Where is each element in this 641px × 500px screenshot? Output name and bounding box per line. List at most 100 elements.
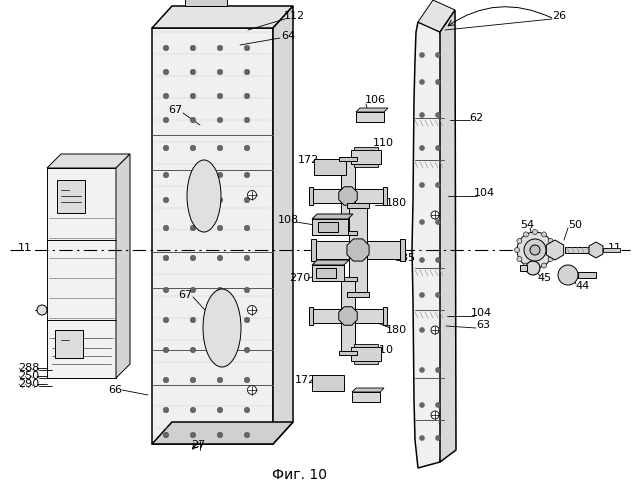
Text: 104: 104 bbox=[474, 188, 495, 198]
Polygon shape bbox=[273, 6, 293, 444]
Text: 106: 106 bbox=[353, 390, 374, 400]
Text: 26: 26 bbox=[552, 11, 566, 21]
Text: 11: 11 bbox=[18, 243, 32, 253]
Circle shape bbox=[190, 197, 196, 203]
Circle shape bbox=[190, 432, 196, 438]
Polygon shape bbox=[354, 361, 378, 364]
Circle shape bbox=[435, 328, 440, 332]
Polygon shape bbox=[152, 422, 293, 444]
Circle shape bbox=[190, 172, 196, 178]
Text: 11: 11 bbox=[608, 243, 622, 253]
Polygon shape bbox=[351, 150, 381, 164]
Circle shape bbox=[517, 232, 553, 268]
Circle shape bbox=[419, 368, 424, 372]
Circle shape bbox=[515, 248, 519, 252]
Polygon shape bbox=[312, 219, 348, 235]
Text: 66: 66 bbox=[108, 385, 122, 395]
Polygon shape bbox=[589, 242, 603, 258]
Text: 288: 288 bbox=[18, 363, 39, 373]
Circle shape bbox=[435, 292, 440, 298]
Polygon shape bbox=[57, 180, 85, 213]
Circle shape bbox=[524, 232, 528, 237]
Polygon shape bbox=[341, 161, 355, 231]
Circle shape bbox=[163, 45, 169, 51]
Circle shape bbox=[217, 45, 223, 51]
Circle shape bbox=[190, 347, 196, 353]
Text: 180: 180 bbox=[385, 325, 406, 335]
Text: 27: 27 bbox=[191, 440, 205, 450]
Circle shape bbox=[244, 225, 250, 231]
Circle shape bbox=[190, 93, 196, 99]
Circle shape bbox=[530, 245, 540, 255]
Text: 104: 104 bbox=[470, 308, 492, 318]
Circle shape bbox=[526, 261, 540, 275]
Polygon shape bbox=[314, 159, 346, 175]
Polygon shape bbox=[152, 6, 293, 28]
Polygon shape bbox=[418, 0, 455, 32]
Circle shape bbox=[163, 117, 169, 123]
Polygon shape bbox=[546, 240, 563, 260]
Text: 62: 62 bbox=[469, 113, 483, 123]
Text: 44: 44 bbox=[576, 281, 590, 291]
Circle shape bbox=[190, 117, 196, 123]
Circle shape bbox=[542, 232, 547, 237]
Circle shape bbox=[558, 265, 578, 285]
Circle shape bbox=[244, 407, 250, 413]
Circle shape bbox=[247, 306, 256, 314]
Polygon shape bbox=[312, 260, 349, 265]
Circle shape bbox=[533, 230, 538, 234]
Circle shape bbox=[217, 407, 223, 413]
Polygon shape bbox=[47, 154, 130, 168]
Circle shape bbox=[435, 182, 440, 188]
Circle shape bbox=[217, 432, 223, 438]
Circle shape bbox=[190, 69, 196, 75]
Polygon shape bbox=[116, 154, 130, 378]
Circle shape bbox=[419, 292, 424, 298]
Circle shape bbox=[431, 411, 439, 419]
Circle shape bbox=[435, 146, 440, 150]
Polygon shape bbox=[55, 330, 83, 358]
Polygon shape bbox=[313, 309, 383, 323]
Circle shape bbox=[435, 258, 440, 262]
Circle shape bbox=[190, 407, 196, 413]
Polygon shape bbox=[316, 241, 400, 259]
Circle shape bbox=[517, 256, 522, 262]
Polygon shape bbox=[578, 272, 596, 278]
Circle shape bbox=[37, 305, 47, 315]
Circle shape bbox=[524, 239, 546, 261]
Circle shape bbox=[244, 255, 250, 261]
Circle shape bbox=[419, 402, 424, 407]
Circle shape bbox=[163, 225, 169, 231]
Text: 112: 112 bbox=[283, 11, 304, 21]
Circle shape bbox=[419, 112, 424, 117]
Text: Фиг. 10: Фиг. 10 bbox=[272, 468, 328, 482]
Circle shape bbox=[244, 317, 250, 323]
Circle shape bbox=[190, 225, 196, 231]
Circle shape bbox=[419, 258, 424, 262]
Polygon shape bbox=[347, 239, 369, 261]
Polygon shape bbox=[312, 214, 353, 219]
Polygon shape bbox=[383, 307, 387, 325]
Circle shape bbox=[435, 436, 440, 440]
Circle shape bbox=[435, 112, 440, 117]
Text: 67: 67 bbox=[178, 290, 192, 300]
Polygon shape bbox=[313, 189, 383, 203]
Polygon shape bbox=[338, 187, 357, 205]
Circle shape bbox=[419, 436, 424, 440]
Ellipse shape bbox=[187, 160, 221, 232]
Circle shape bbox=[419, 80, 424, 84]
Circle shape bbox=[244, 287, 250, 293]
Circle shape bbox=[190, 377, 196, 383]
Circle shape bbox=[217, 225, 223, 231]
Circle shape bbox=[190, 287, 196, 293]
Circle shape bbox=[217, 145, 223, 151]
Circle shape bbox=[217, 172, 223, 178]
Polygon shape bbox=[356, 112, 384, 122]
Text: 50: 50 bbox=[568, 220, 582, 230]
Circle shape bbox=[524, 263, 528, 268]
Text: 180: 180 bbox=[385, 198, 406, 208]
Polygon shape bbox=[309, 307, 313, 325]
Circle shape bbox=[247, 386, 256, 394]
Circle shape bbox=[542, 263, 547, 268]
Circle shape bbox=[419, 146, 424, 150]
